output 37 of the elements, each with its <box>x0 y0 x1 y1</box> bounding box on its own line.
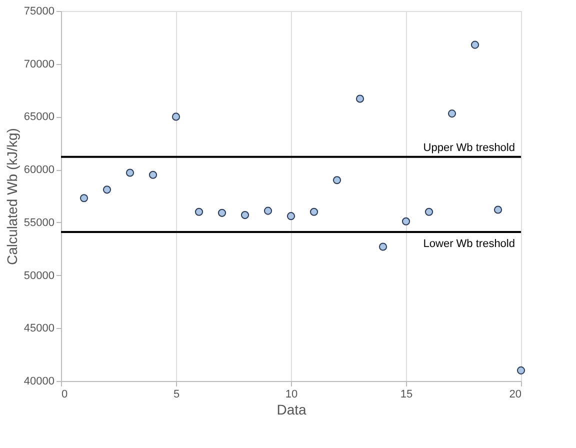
y-tick-label: 45000 <box>24 322 54 335</box>
x-tick-label: 20 <box>509 388 522 400</box>
y-tick-label: 60000 <box>24 164 54 176</box>
x-axis-title: Data <box>276 402 306 418</box>
point <box>172 112 180 121</box>
y-tick-label: 65000 <box>24 111 54 124</box>
point <box>402 217 410 226</box>
y-tick-label: 50000 <box>24 270 54 282</box>
point <box>286 212 296 220</box>
y-tick-label: 55000 <box>24 216 54 229</box>
y-axis-title: Calculated Wb (kJ/kg) <box>4 128 20 265</box>
y-tick-label: 70000 <box>24 58 54 70</box>
x-tick-label: 10 <box>285 388 298 400</box>
point <box>516 366 526 374</box>
point <box>194 208 204 216</box>
point <box>448 110 456 118</box>
point <box>310 208 318 216</box>
point <box>356 94 364 103</box>
point <box>494 206 502 214</box>
x-tick-label: 0 <box>62 388 68 400</box>
x-tick-label: 5 <box>173 388 180 400</box>
point <box>240 211 250 220</box>
ref-line-label: Lower Wb treshold <box>423 238 515 250</box>
point <box>332 176 342 184</box>
point <box>148 170 158 179</box>
point <box>378 242 388 251</box>
point <box>424 208 434 216</box>
point <box>102 186 112 194</box>
point <box>264 206 272 215</box>
point <box>218 208 226 217</box>
point <box>470 40 480 49</box>
y-tick-label: 75000 <box>24 6 54 18</box>
point <box>126 168 134 177</box>
y-tick-label: 40000 <box>24 376 54 388</box>
point <box>80 194 88 202</box>
x-tick-label: 15 <box>400 388 413 400</box>
ref-line-label: Upper Wb treshold <box>423 142 515 154</box>
